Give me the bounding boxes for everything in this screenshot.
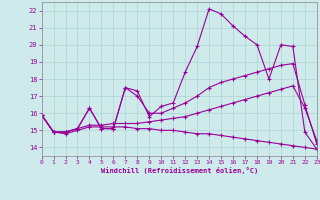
X-axis label: Windchill (Refroidissement éolien,°C): Windchill (Refroidissement éolien,°C) bbox=[100, 167, 258, 174]
